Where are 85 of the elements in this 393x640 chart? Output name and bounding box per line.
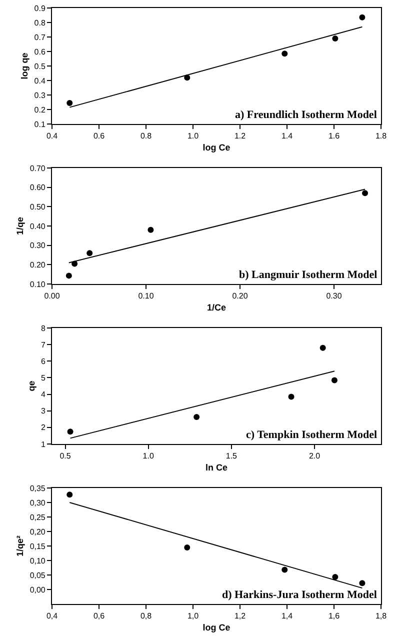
x-tick-label: 1.2 [234, 132, 246, 141]
x-tick-label: 0.30 [326, 292, 342, 301]
y-axis-title: log qe [20, 52, 30, 80]
point [359, 14, 366, 20]
y-tick-label: 0,15 [30, 542, 46, 551]
y-tick-label: 0.30 [30, 241, 46, 250]
y-tick-label: 0,30 [30, 498, 46, 508]
point [332, 574, 338, 580]
y-tick-label: 1 [40, 440, 46, 449]
x-tick-label: 1,0 [187, 612, 200, 621]
x-tick-label: 1.0 [142, 452, 154, 461]
x-tick-label: 0.10 [138, 292, 154, 301]
y-tick-label: 0,20 [30, 527, 46, 536]
y-tick-label: 0.20 [30, 260, 46, 270]
x-tick-label: 1.4 [281, 132, 294, 141]
point [66, 272, 72, 279]
x-tick-label: 0.20 [232, 292, 248, 301]
point [288, 394, 294, 400]
y-tick-label: 8 [40, 324, 46, 333]
x-tick-label: 0,4 [46, 612, 58, 621]
y-tick-label: 0,35 [30, 484, 46, 493]
point [66, 492, 73, 498]
x-tick-label: 2.0 [308, 452, 321, 461]
y-tick-label: 6 [40, 356, 46, 366]
annotation: b) Langmuir Isotherm Model [239, 269, 378, 281]
x-tick-label: 1,6 [328, 612, 340, 621]
y-tick-label: 0.10 [30, 280, 46, 289]
y-tick-label: 0.40 [30, 222, 46, 231]
y-tick-label: 0.7 [34, 32, 46, 42]
annotation: a) Freundlich Isotherm Model [235, 109, 377, 121]
y-tick-label: 0,00 [30, 585, 46, 594]
x-tick-label: 0,8 [140, 612, 152, 621]
y-tick-label: 0.1 [34, 120, 46, 129]
y-tick-label: 0,05 [30, 570, 46, 580]
x-tick-label: 0.5 [60, 452, 72, 461]
y-tick-label: 0.5 [34, 62, 46, 71]
point [331, 377, 338, 384]
point [148, 226, 154, 233]
y-tick-label: 0.9 [34, 4, 46, 13]
y-axis-title: 1/qe² [15, 535, 26, 557]
x-tick-label: 1.6 [328, 132, 340, 141]
point [320, 344, 326, 351]
point [359, 580, 366, 586]
point [362, 190, 368, 196]
x-tick-label: 0.6 [93, 132, 106, 141]
x-tick-label: 1.0 [187, 132, 200, 141]
y-tick-label: 0.3 [34, 90, 46, 100]
y-tick-label: 5 [40, 374, 46, 383]
x-tick-label: 0.00 [44, 292, 60, 301]
x-tick-label: 1,4 [281, 612, 294, 621]
y-tick-label: 0.6 [34, 47, 46, 56]
y-tick-label: 0.8 [34, 18, 46, 28]
x-tick-label: 0.8 [140, 132, 152, 141]
y-tick-label: 4 [40, 390, 46, 400]
y-tick-label: 0.60 [30, 183, 46, 192]
point [66, 100, 73, 106]
x-axis-title: 1/Ce [206, 302, 226, 312]
x-tick-label: 1.8 [375, 132, 388, 141]
y-tick-label: 0.2 [34, 105, 46, 114]
annotation: c) Tempkin Isotherm Model [246, 429, 378, 441]
y-tick-label: 7 [40, 340, 46, 350]
x-tick-label: 1,8 [375, 612, 388, 621]
y-tick-label: 0.4 [34, 76, 46, 86]
y-tick-label: 2 [40, 423, 46, 432]
y-axis-title: qe [26, 380, 36, 392]
y-tick-label: 0,10 [30, 556, 46, 566]
y-tick-label: 0.70 [30, 164, 46, 173]
point [282, 566, 288, 573]
y-tick-label: 3 [40, 406, 46, 416]
annotation: d) Harkins-Jura Isotherm Model [222, 589, 377, 601]
point [184, 544, 190, 550]
point [332, 35, 338, 42]
point [86, 250, 93, 256]
x-tick-label: 1,2 [234, 612, 246, 621]
x-axis-title: log Ce [202, 622, 230, 632]
x-axis-title: log Ce [202, 142, 230, 152]
x-axis-title: ln Ce [205, 462, 228, 472]
point [194, 414, 200, 420]
x-tick-label: 1.5 [226, 452, 238, 461]
x-tick-label: 0,6 [93, 612, 106, 621]
y-tick-label: 0.50 [30, 202, 46, 212]
y-tick-label: 0,25 [30, 512, 46, 522]
y-axis-title: 1/qe [15, 216, 26, 236]
point [282, 50, 288, 57]
point [67, 428, 74, 435]
